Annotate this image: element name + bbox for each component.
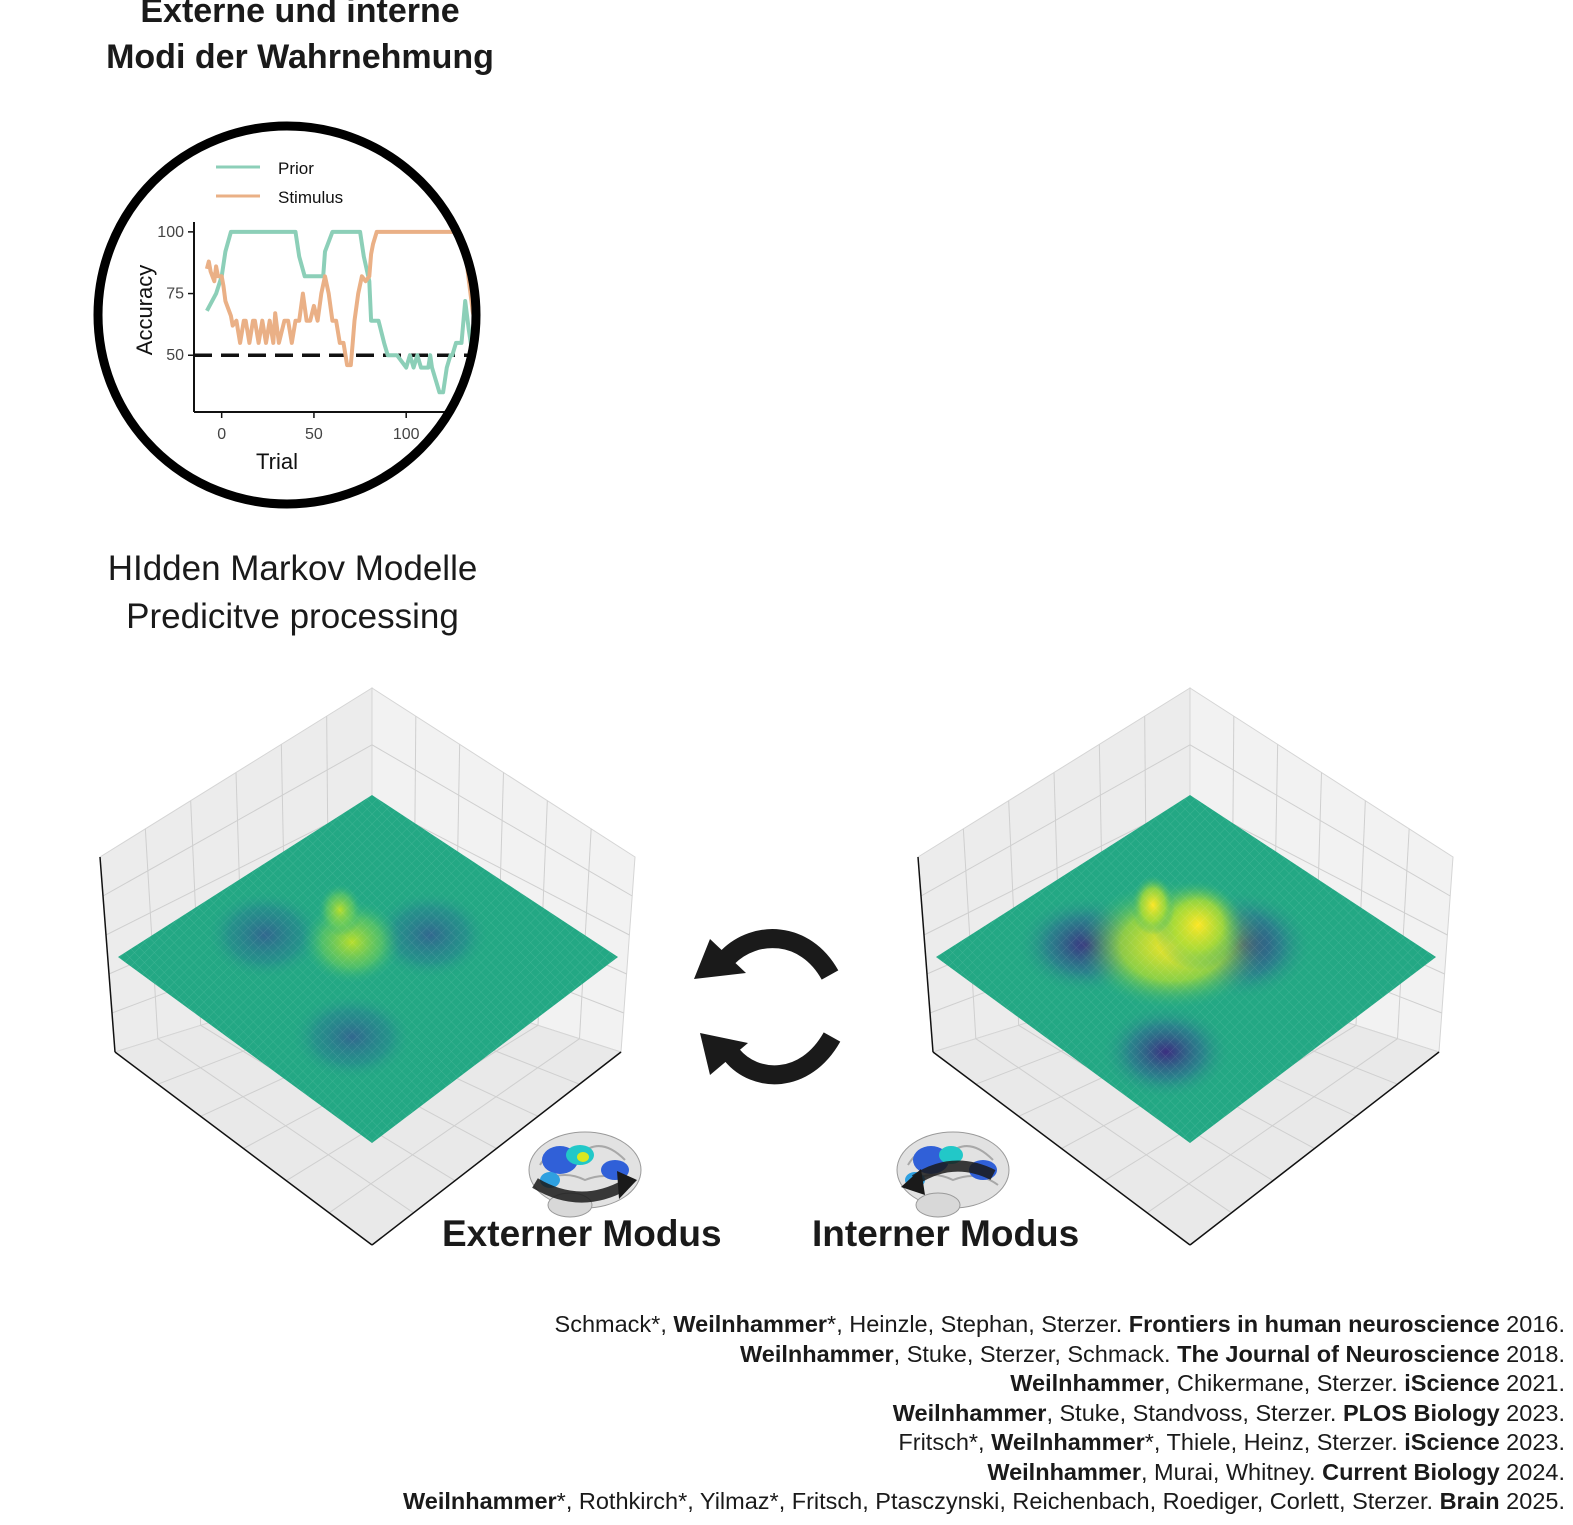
reference-bold-text: The Journal of Neuroscience: [1177, 1340, 1500, 1367]
reference-text: 2023.: [1499, 1399, 1565, 1426]
reference-text: 2021.: [1499, 1370, 1565, 1396]
grid-line: [102, 744, 373, 897]
internal-mode-surface-plot: [917, 687, 1454, 1246]
legend-label-stimulus: Stimulus: [278, 188, 343, 207]
x-tick-label: 100: [393, 426, 420, 443]
internal-mode-label: Interner Modus: [812, 1213, 1080, 1254]
reference-bold-text: PLOS Biology: [1342, 1399, 1500, 1426]
grid-line: [962, 828, 977, 1039]
x-tick-label: 50: [305, 426, 323, 443]
y-tick-label: 75: [166, 286, 184, 303]
reference-text: *, Thiele, Heinz, Sterzer.: [1144, 1429, 1405, 1455]
reference-text: 2025.: [1499, 1488, 1565, 1514]
reference-text: *, Heinzle, Stephan, Sterzer.: [827, 1311, 1129, 1337]
reference-bold-text: Frontiers in human neuroscience: [1128, 1311, 1500, 1337]
series-line-prior: [205, 229, 476, 395]
grid-line: [920, 744, 1191, 897]
title-line-1: Externe und interne: [140, 0, 460, 30]
reference-bold-text: Weilnhammer: [892, 1399, 1047, 1426]
figure-title: Externe und interne Modi der Wahrnehmung: [30, 0, 570, 80]
figure-subtitle: HIdden Markov Modelle Predicitve process…: [40, 545, 545, 641]
y-tick-label: 100: [157, 224, 184, 241]
y-tick-label: 50: [166, 347, 184, 364]
reference-text: 2024.: [1499, 1458, 1565, 1485]
arrow-bottom-icon: [724, 1031, 841, 1085]
reference-item: Weilnhammer, Murai, Whitney. Current Bio…: [403, 1458, 1565, 1488]
grid-line: [1397, 828, 1410, 1039]
reference-bold-text: Weilnhammer: [403, 1488, 557, 1514]
reference-bold-text: Weilnhammer: [673, 1311, 828, 1337]
grid-line: [371, 744, 633, 897]
accuracy-chart-inset: 50 75 100 0 50 100 Trial Accuracy Prior Stimu…: [93, 121, 481, 509]
reference-item: Schmack*, Weilnhammer*, Heinzle, Stephan…: [403, 1310, 1565, 1340]
reference-text: 2018.: [1499, 1340, 1565, 1367]
reference-bold-text: Weilnhammer: [987, 1458, 1141, 1485]
reference-bold-text: iScience: [1404, 1370, 1500, 1396]
reference-list: Schmack*, Weilnhammer*, Heinzle, Stephan…: [403, 1310, 1565, 1517]
reference-item: Weilnhammer, Stuke, Standvoss, Sterzer. …: [403, 1399, 1565, 1429]
reference-text: *, Rothkirch*, Yilmaz*, Fritsch, Ptasczy…: [556, 1488, 1440, 1514]
reference-bold-text: Weilnhammer: [740, 1340, 894, 1367]
reference-text: 2016.: [1499, 1311, 1565, 1337]
reference-text: 2023.: [1499, 1429, 1565, 1455]
reference-item: Weilnhammer*, Rothkirch*, Yilmaz*, Frits…: [403, 1487, 1565, 1517]
brain-internal-icon: [896, 1131, 1010, 1218]
external-mode-surface-plot: [99, 687, 636, 1246]
reference-bold-text: Weilnhammer: [991, 1429, 1145, 1455]
external-mode-label: Externer Modus: [442, 1213, 722, 1254]
series-line-stimulus: [204, 229, 476, 368]
y-axis-label: Accuracy: [132, 265, 157, 355]
grid-line: [144, 828, 159, 1039]
subtitle-line-1: HIdden Markov Modelle: [107, 549, 478, 588]
grid-line: [1189, 744, 1451, 897]
subtitle-line-2: Predicitve processing: [126, 597, 459, 636]
reference-item: Fritsch*, Weilnhammer*, Thiele, Heinz, S…: [403, 1428, 1565, 1458]
reference-text: , Murai, Whitney.: [1141, 1458, 1323, 1485]
legend-label-prior: Prior: [278, 159, 314, 178]
reference-bold-text: Current Biology: [1322, 1458, 1500, 1485]
reference-text: , Stuke, Sterzer, Schmack.: [893, 1340, 1178, 1367]
reference-bold-text: iScience: [1404, 1429, 1500, 1455]
cycle-arrows: [694, 929, 841, 1085]
reference-bold-text: Weilnhammer: [1010, 1370, 1164, 1396]
arrow-top-icon: [721, 929, 839, 981]
x-axis-label: Trial: [256, 449, 298, 474]
arrow-top-head-icon: [694, 939, 746, 979]
reference-item: Weilnhammer, Chikermane, Sterzer. iScien…: [403, 1369, 1565, 1399]
x-tick-label: 0: [217, 426, 226, 443]
inset-circle-frame: [93, 121, 481, 509]
title-line-2: Modi der Wahrnehmung: [106, 38, 494, 76]
reference-text: Fritsch*,: [898, 1429, 992, 1455]
grid-line: [579, 828, 592, 1039]
legend: Prior Stimulus: [216, 159, 343, 207]
reference-text: , Stuke, Standvoss, Sterzer.: [1046, 1399, 1343, 1426]
reference-text: , Chikermane, Sterzer.: [1163, 1370, 1405, 1396]
reference-item: Weilnhammer, Stuke, Sterzer, Schmack. Th…: [403, 1340, 1565, 1370]
brain-external-icon: [528, 1131, 642, 1218]
reference-bold-text: Brain: [1439, 1488, 1500, 1514]
arrow-bottom-head-icon: [700, 1033, 748, 1075]
surface: [118, 795, 618, 1143]
reference-text: Schmack*,: [554, 1311, 674, 1337]
surface: [936, 795, 1436, 1143]
